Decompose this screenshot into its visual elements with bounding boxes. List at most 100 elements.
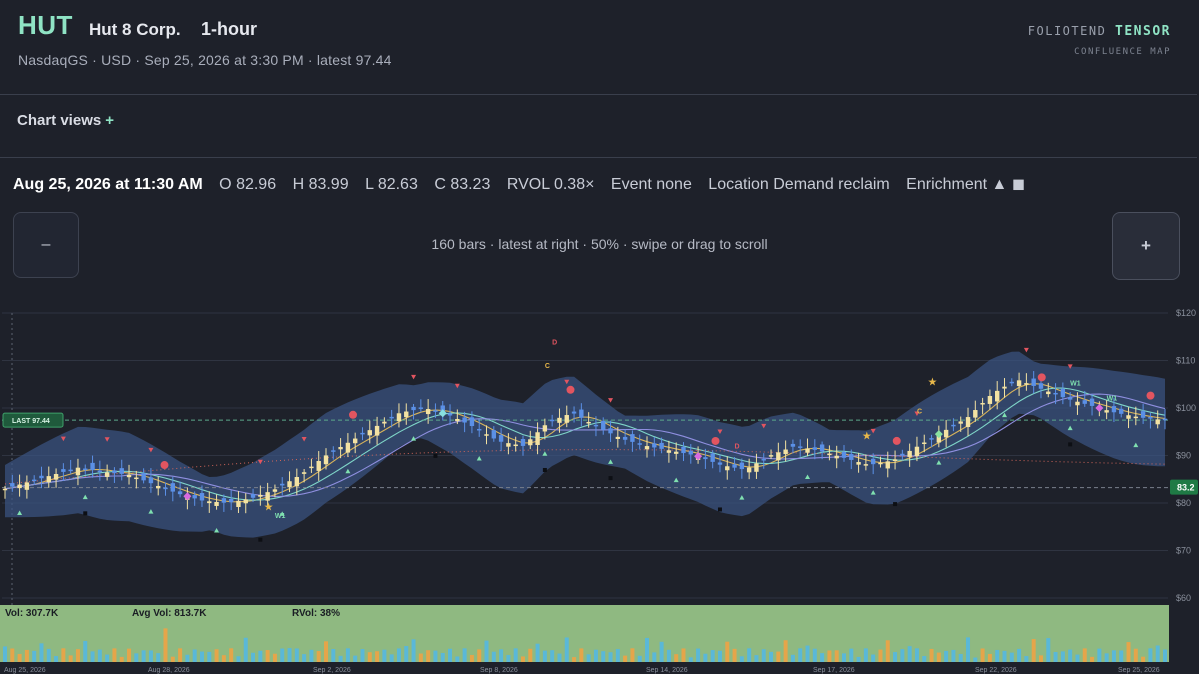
candle-bear <box>1119 408 1124 414</box>
level-marker <box>83 511 88 516</box>
volume-bar <box>739 656 744 662</box>
candle-bull <box>1075 401 1080 406</box>
volume-bar <box>725 641 730 662</box>
buy-signal-marker <box>476 456 482 461</box>
volume-bar <box>1097 648 1102 662</box>
volume-bar <box>623 655 628 662</box>
candle-bear <box>717 462 723 465</box>
star-marker: ★ <box>264 501 274 513</box>
candle-bear <box>1067 397 1073 400</box>
candle-bear <box>163 487 168 490</box>
ma-mid-line <box>4 387 1166 501</box>
candle-bear <box>659 442 664 449</box>
candle-bear <box>798 446 803 448</box>
volume-bar <box>630 648 635 662</box>
candle-bull <box>922 442 927 445</box>
buy-signal-marker <box>411 436 417 441</box>
volume-bar <box>688 657 693 662</box>
volume-bar <box>929 648 934 662</box>
volume-bar <box>469 654 474 662</box>
candle-bear <box>1031 378 1036 386</box>
volume-bar <box>170 656 175 662</box>
annotation-label: D <box>552 340 557 347</box>
volume-bar <box>878 649 883 662</box>
volume-bar <box>907 646 912 662</box>
volume-bar <box>1038 655 1043 662</box>
cursor-price-label: 83.2 <box>1177 483 1195 493</box>
chart-views-bar: Chart views + <box>0 95 1197 158</box>
candle-bear <box>703 457 708 460</box>
volume-bar <box>783 640 788 662</box>
burst-marker <box>349 410 357 419</box>
avg-volume-stat: Avg Vol: 813.7K <box>132 608 207 619</box>
volume-bar <box>375 651 380 662</box>
ticker-symbol: HUT <box>18 10 73 40</box>
candle-bull <box>134 477 139 480</box>
candle-bear <box>1060 388 1066 398</box>
candle-bear <box>447 413 453 416</box>
volume-bar <box>309 649 314 662</box>
volume-bar <box>367 652 372 662</box>
y-tick-label: $60 <box>1176 593 1191 603</box>
y-tick-label: $80 <box>1176 498 1191 508</box>
sell-signal-marker <box>870 428 876 434</box>
brand-logo: FOLIOTEND TENSOR <box>1028 24 1171 39</box>
candle-bull <box>754 463 759 472</box>
level-marker <box>258 537 263 542</box>
zoom-out-button[interactable]: – <box>13 212 79 278</box>
candle-bear <box>900 453 905 456</box>
volume-bar <box>1046 638 1051 662</box>
candle-bear <box>360 432 365 435</box>
rvol-value: RVOL 0.38× <box>506 176 595 193</box>
candle-bull <box>958 421 963 424</box>
volume-bar <box>1148 648 1153 662</box>
chart-views-button[interactable]: Chart views + <box>17 112 114 129</box>
candle-bull <box>907 450 912 457</box>
candle-bull <box>914 446 920 457</box>
buy-signal-marker <box>82 494 88 500</box>
volume-bar <box>141 650 146 662</box>
diamond-marker <box>1095 404 1104 413</box>
candle-bear <box>491 430 497 439</box>
candle-bull <box>236 500 241 507</box>
candle-bear <box>221 498 227 503</box>
x-tick-label: Sep 22, 2026 <box>975 667 1017 674</box>
volume-bar <box>389 654 394 662</box>
candle-bear <box>761 459 766 461</box>
volume-bar <box>112 648 117 662</box>
candle-bull <box>301 472 307 474</box>
volume-bar <box>696 648 701 662</box>
candle-bear <box>177 491 183 495</box>
candle-bear <box>571 411 577 414</box>
candle-bull <box>404 411 409 418</box>
volume-bar <box>178 648 183 662</box>
quote-subline: NasdaqGS · USD · Sep 25, 2026 at 3:30 PM… <box>18 52 392 68</box>
y-tick-label: $100 <box>1176 403 1196 413</box>
sell-signal-marker <box>1023 347 1029 353</box>
price-chart[interactable]: ★★★DCDDCW1W1W1 $120$110$100$90$80$70$60L… <box>0 300 1199 674</box>
candle-bull <box>528 439 533 446</box>
burst-marker <box>1146 391 1155 400</box>
volume-bar <box>958 653 963 662</box>
sell-signal-marker <box>257 459 263 465</box>
candle-bull <box>980 403 985 405</box>
candle-bull <box>484 434 489 436</box>
company-name: Hut 8 Corp. <box>89 20 181 39</box>
zoom-in-button[interactable]: + <box>1112 212 1180 280</box>
level-marker <box>1068 442 1073 447</box>
volume-bar <box>863 648 868 662</box>
candle-bull <box>294 477 300 487</box>
candle-bear <box>732 464 737 468</box>
candle-bull <box>725 466 730 471</box>
volume-bar <box>995 649 1000 662</box>
buy-signal-marker <box>1133 442 1139 448</box>
candle-bull <box>455 419 460 422</box>
sell-signal-marker <box>301 436 307 442</box>
volume-bar <box>798 648 803 662</box>
candle-bull <box>892 459 898 462</box>
brand-subtitle: CONFLUENCE MAP <box>1074 47 1171 57</box>
sell-signal-marker <box>761 423 767 429</box>
candle-bear <box>170 483 175 492</box>
candle-bear <box>520 439 526 446</box>
burst-marker <box>566 385 575 394</box>
